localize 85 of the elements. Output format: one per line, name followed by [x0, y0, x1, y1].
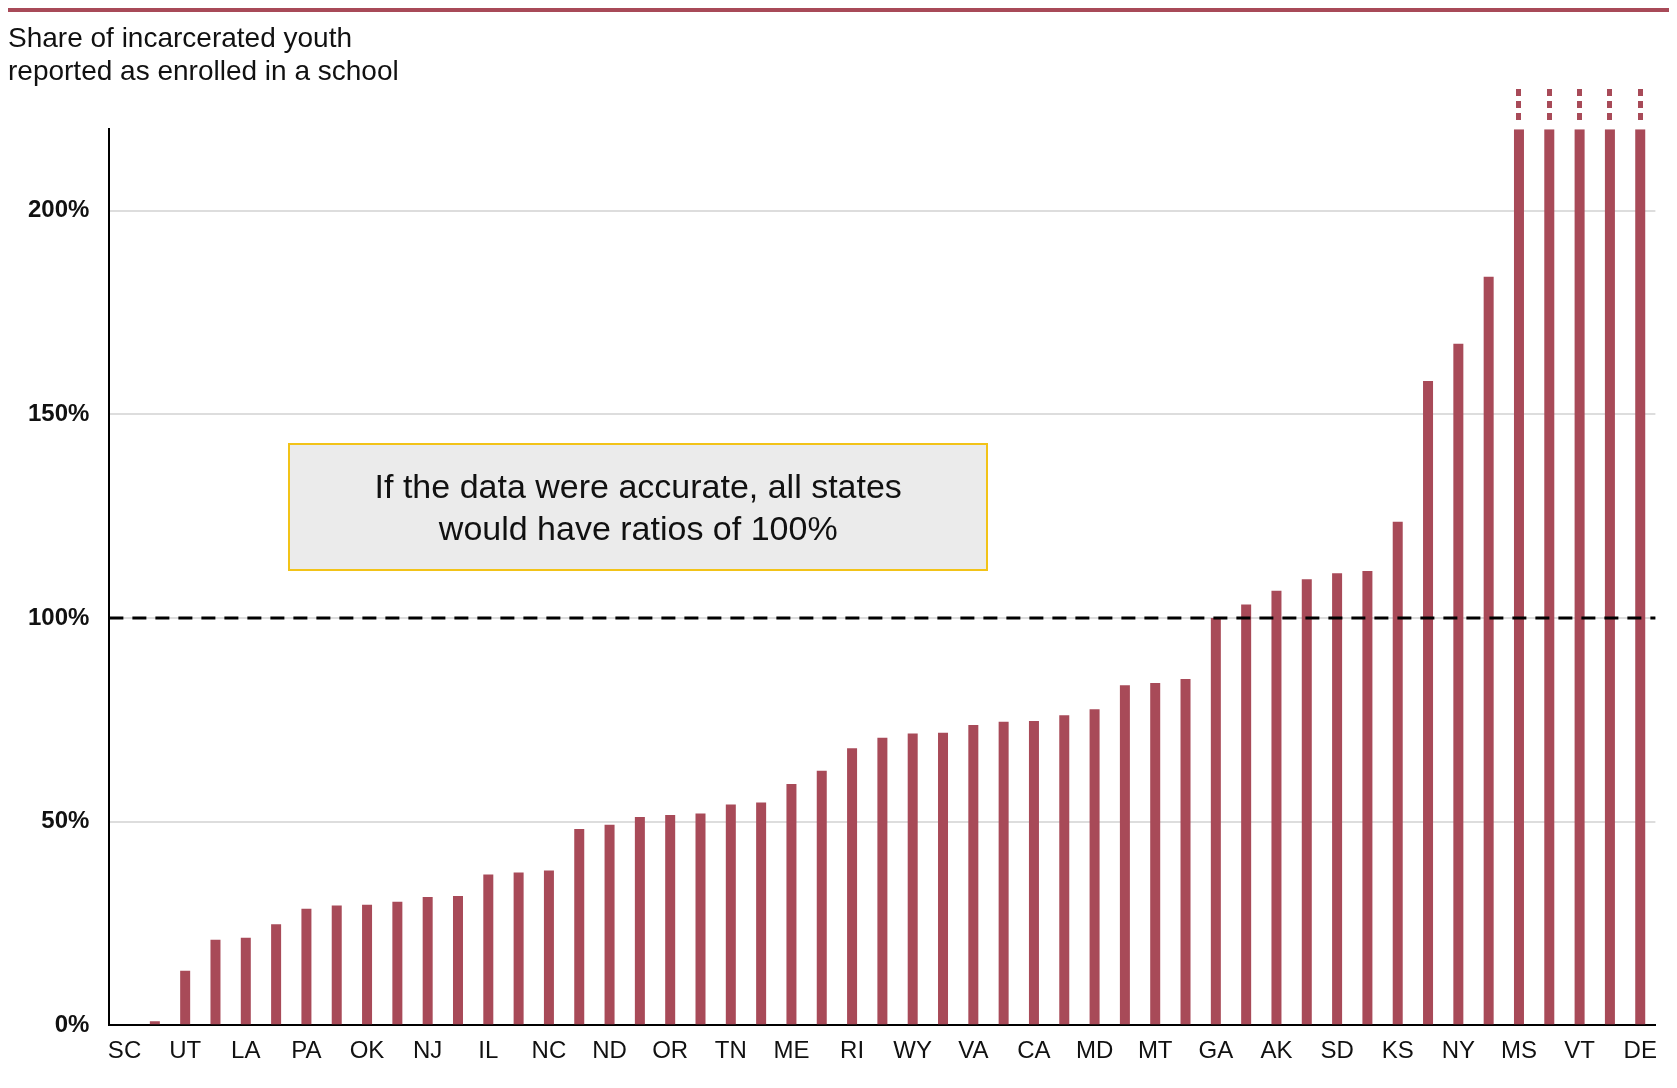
x-tick-label: DE	[1623, 1036, 1657, 1064]
x-tick-label: VA	[958, 1036, 989, 1064]
bar	[1271, 590, 1282, 1025]
bar	[1453, 343, 1464, 1025]
bar	[1362, 571, 1373, 1025]
bar	[1119, 685, 1130, 1025]
x-tick-label: MD	[1075, 1036, 1114, 1064]
bar	[1028, 720, 1039, 1025]
bar	[422, 896, 433, 1025]
x-tick-label: IL	[478, 1036, 499, 1064]
bar	[786, 784, 797, 1025]
x-tick-label: AK	[1260, 1036, 1293, 1064]
bar	[1301, 579, 1312, 1025]
bar	[1483, 276, 1494, 1025]
x-tick-label: CA	[1017, 1036, 1051, 1064]
bar	[1574, 129, 1585, 1025]
x-tick-label: NC	[531, 1036, 567, 1064]
bar	[1241, 604, 1252, 1025]
bar	[1635, 129, 1646, 1025]
annotation: If the data were accurate, all states would have ratios of 100%	[374, 466, 902, 547]
x-tick-label: TN	[714, 1036, 747, 1064]
x-tick-label: SC	[107, 1036, 142, 1064]
bar	[1544, 129, 1555, 1025]
bar	[816, 770, 827, 1025]
callout-box: If the data were accurate, all states would have ratios of 100%	[288, 442, 989, 571]
x-tick-label: ND	[592, 1036, 627, 1064]
y-tick-label: 0%	[54, 1009, 90, 1037]
bar	[1150, 683, 1161, 1025]
bar	[634, 817, 645, 1025]
bar	[301, 908, 312, 1025]
x-tick-label: OR	[652, 1036, 689, 1064]
bar	[210, 939, 221, 1025]
bar	[452, 896, 463, 1025]
x-tick-label: WY	[893, 1036, 933, 1064]
bar	[1332, 573, 1343, 1025]
x-tick-label: PA	[291, 1036, 322, 1064]
bar	[392, 901, 403, 1025]
bar	[362, 904, 373, 1025]
bar	[665, 815, 676, 1025]
bar	[1604, 129, 1615, 1025]
x-tick-label: ME	[773, 1036, 810, 1064]
x-tick-label: GA	[1198, 1036, 1234, 1064]
x-tick-label: UT	[169, 1036, 202, 1064]
x-tick-label: KS	[1381, 1036, 1414, 1064]
bar	[1423, 380, 1434, 1025]
bar	[756, 802, 767, 1025]
bar	[513, 872, 524, 1025]
bar	[938, 732, 949, 1025]
bar	[1089, 709, 1100, 1025]
y-tick-label: 100%	[27, 602, 90, 630]
bar	[1392, 521, 1403, 1025]
bar	[907, 733, 918, 1025]
bar	[847, 748, 858, 1025]
x-tick-label: MT	[1137, 1036, 1173, 1064]
x-tick-label: VT	[1564, 1036, 1596, 1064]
bar	[1180, 679, 1191, 1025]
y-tick-label: 50%	[41, 806, 90, 834]
bar	[271, 924, 282, 1025]
bar	[331, 905, 342, 1025]
y-tick-label: 150%	[27, 398, 90, 426]
bar	[543, 870, 554, 1025]
bar	[1513, 129, 1524, 1025]
x-tick-label: OK	[349, 1036, 385, 1064]
text: Share of incarcerated youth	[8, 21, 352, 53]
x-tick-label: SD	[1320, 1036, 1354, 1064]
bar	[1059, 715, 1070, 1025]
bar	[695, 813, 706, 1025]
text: reported as enrolled in a school	[8, 55, 399, 87]
bar	[483, 874, 494, 1025]
y-tick-label: 200%	[27, 195, 90, 223]
bar	[180, 970, 191, 1025]
bar	[877, 737, 888, 1025]
x-tick-label: LA	[231, 1036, 261, 1064]
bar	[998, 721, 1009, 1025]
bar	[149, 1021, 160, 1025]
bar	[604, 824, 615, 1025]
bar	[1210, 617, 1221, 1025]
x-tick-label: RI	[840, 1036, 865, 1064]
x-tick-label: MS	[1500, 1036, 1537, 1064]
bar	[240, 937, 251, 1025]
bar	[725, 804, 736, 1025]
bar	[968, 725, 979, 1025]
x-tick-label: NY	[1441, 1036, 1476, 1064]
bar	[574, 828, 585, 1025]
x-tick-label: NJ	[413, 1036, 443, 1064]
